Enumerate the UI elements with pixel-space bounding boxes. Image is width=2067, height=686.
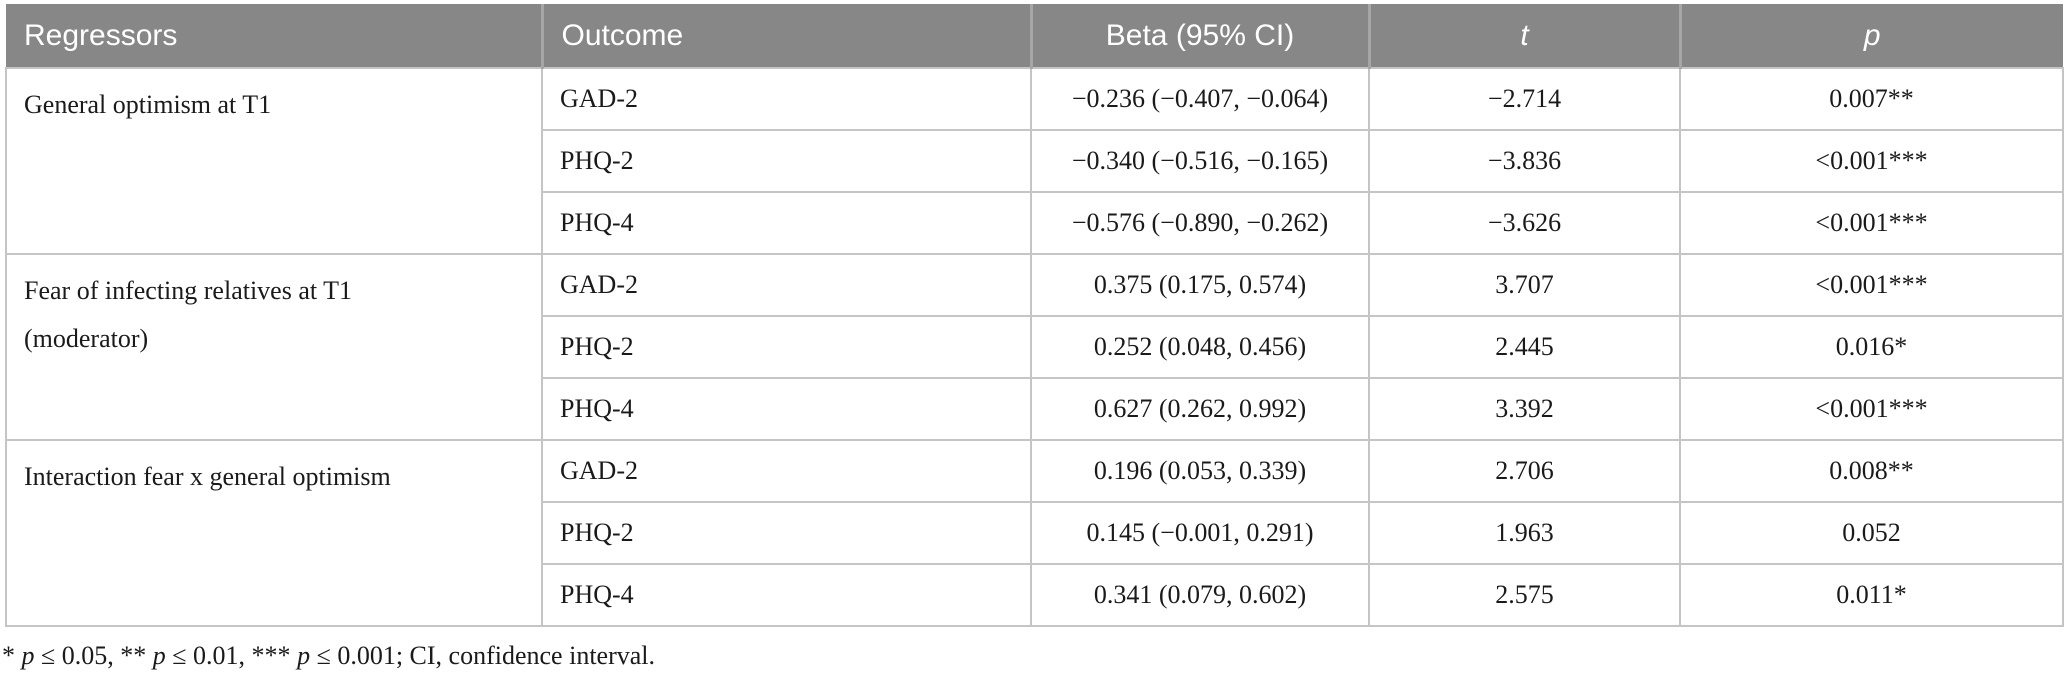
col-header-regressors: Regressors — [6, 4, 542, 68]
regressor-line-1: General optimism at T1 — [24, 90, 272, 119]
cell-t: 2.445 — [1368, 315, 1681, 379]
cell-beta: 0.196 (0.053, 0.339) — [1030, 439, 1370, 503]
cell-outcome: PHQ-4 — [541, 563, 1032, 627]
col-header-outcome-label: Outcome — [561, 18, 684, 52]
significance-footnote: * p ≤ 0.05, ** p ≤ 0.01, *** p ≤ 0.001; … — [2, 641, 655, 671]
footnote-part: ≤ 0.001; CI, confidence interval. — [310, 641, 656, 670]
cell-outcome: PHQ-2 — [541, 315, 1032, 379]
cell-p: <0.001*** — [1679, 129, 2064, 193]
footnote-part: * — [2, 641, 22, 670]
cell-beta: −0.340 (−0.516, −0.165) — [1030, 129, 1370, 193]
cell-p: 0.052 — [1679, 501, 2064, 565]
col-header-beta-label: Beta (95% CI) — [1105, 18, 1295, 52]
table-row: PHQ-2 0.252 (0.048, 0.456) 2.445 0.016* — [6, 315, 2064, 379]
footnote-p-symbol: p — [297, 641, 311, 670]
footnote-part: ≤ 0.01, *** — [165, 641, 298, 670]
table-row: Fear of infecting relatives at T1 (moder… — [5, 253, 2064, 441]
cell-outcome: PHQ-2 — [541, 501, 1032, 565]
cell-p: <0.001*** — [1679, 377, 2064, 441]
cell-p: 0.016* — [1679, 315, 2064, 379]
col-header-beta: Beta (95% CI) — [1029, 4, 1369, 68]
table-row: PHQ-2 −0.340 (−0.516, −0.165) −3.836 <0.… — [6, 129, 2064, 193]
cell-p: <0.001*** — [1679, 253, 2064, 317]
regressor-line-2: (moderator) — [24, 324, 149, 353]
cell-t: 2.575 — [1368, 563, 1681, 627]
regression-results-table: Regressors Outcome Beta (95% CI) t p Gen… — [5, 4, 2064, 627]
col-header-p-label: p — [1863, 18, 1881, 52]
cell-outcome: GAD-2 — [541, 439, 1032, 503]
cell-regressor-group-1: General optimism at T1 — [5, 67, 543, 255]
table-row: Interaction fear x general optimism GAD-… — [5, 439, 2064, 627]
cell-p: 0.011* — [1679, 563, 2064, 627]
col-header-t-label: t — [1520, 18, 1529, 52]
cell-beta: −0.236 (−0.407, −0.064) — [1030, 67, 1370, 131]
table-body: General optimism at T1 GAD-2 −0.236 (−0.… — [5, 67, 2064, 627]
table-row: PHQ-4 −0.576 (−0.890, −0.262) −3.626 <0.… — [6, 191, 2064, 255]
cell-regressor-group-3: Interaction fear x general optimism — [5, 439, 543, 627]
table-row: General optimism at T1 GAD-2 −0.236 (−0.… — [5, 67, 2064, 255]
table-row: PHQ-4 0.627 (0.262, 0.992) 3.392 <0.001*… — [6, 377, 2064, 441]
cell-beta: 0.375 (0.175, 0.574) — [1030, 253, 1370, 317]
cell-beta: 0.145 (−0.001, 0.291) — [1030, 501, 1370, 565]
cell-beta: 0.252 (0.048, 0.456) — [1030, 315, 1370, 379]
footnote-part: ≤ 0.05, ** — [34, 641, 153, 670]
cell-p: <0.001*** — [1679, 191, 2064, 255]
footnote-p-symbol: p — [152, 641, 166, 670]
cell-beta: −0.576 (−0.890, −0.262) — [1030, 191, 1370, 255]
cell-t: −3.626 — [1368, 191, 1681, 255]
cell-p: 0.008** — [1679, 439, 2064, 503]
cell-t: 3.707 — [1368, 253, 1681, 317]
col-header-regressors-label: Regressors — [24, 18, 178, 52]
col-header-t: t — [1367, 4, 1680, 68]
footnote-p-symbol: p — [21, 641, 35, 670]
cell-regressor-group-2: Fear of infecting relatives at T1 (moder… — [5, 253, 543, 441]
cell-outcome: PHQ-4 — [541, 377, 1032, 441]
col-header-outcome: Outcome — [540, 4, 1031, 68]
cell-p: 0.007** — [1679, 67, 2064, 131]
cell-t: 2.706 — [1368, 439, 1681, 503]
cell-t: 1.963 — [1368, 501, 1681, 565]
table-row: PHQ-2 0.145 (−0.001, 0.291) 1.963 0.052 — [6, 501, 2064, 565]
col-header-p: p — [1678, 4, 2063, 68]
header-row: Regressors Outcome Beta (95% CI) t p — [6, 4, 2063, 68]
cell-beta: 0.627 (0.262, 0.992) — [1030, 377, 1370, 441]
regressor-line-1: Interaction fear x general optimism — [24, 462, 391, 491]
cell-t: 3.392 — [1368, 377, 1681, 441]
cell-outcome: PHQ-4 — [541, 191, 1032, 255]
cell-t: −3.836 — [1368, 129, 1681, 193]
table-header: Regressors Outcome Beta (95% CI) t p — [6, 4, 2063, 68]
cell-outcome: GAD-2 — [541, 67, 1032, 131]
cell-outcome: PHQ-2 — [541, 129, 1032, 193]
results-table-container: Regressors Outcome Beta (95% CI) t p Gen… — [5, 4, 2064, 627]
cell-t: −2.714 — [1368, 67, 1681, 131]
cell-outcome: GAD-2 — [541, 253, 1032, 317]
table-row: PHQ-4 0.341 (0.079, 0.602) 2.575 0.011* — [6, 563, 2064, 627]
regressor-line-1: Fear of infecting relatives at T1 — [24, 276, 353, 305]
cell-beta: 0.341 (0.079, 0.602) — [1030, 563, 1370, 627]
